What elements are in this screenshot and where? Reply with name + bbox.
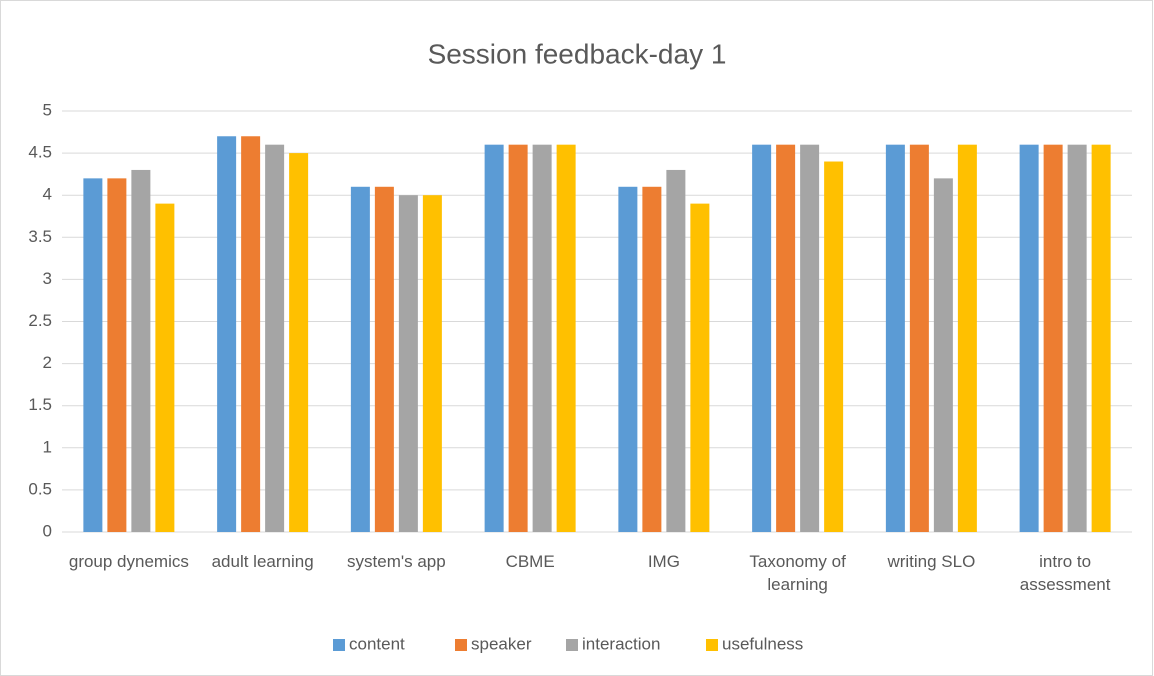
- legend-swatch: [455, 639, 467, 651]
- bar: [107, 178, 127, 533]
- bar: [618, 186, 638, 532]
- legend-swatch: [566, 639, 578, 651]
- bar: [957, 144, 977, 532]
- y-tick-label: 3.5: [28, 227, 52, 246]
- bar: [289, 153, 309, 532]
- bar: [824, 161, 844, 532]
- x-tick-label: system's app: [347, 552, 446, 571]
- x-tick-label: IMG: [647, 552, 680, 571]
- x-tick-label: group dynemics: [68, 552, 189, 571]
- bar: [265, 144, 285, 532]
- y-tick-label: 1: [43, 437, 52, 456]
- bar: [690, 203, 710, 532]
- y-tick-label: 5: [43, 100, 52, 119]
- bar: [131, 169, 151, 532]
- x-tick-label: CBME: [505, 552, 555, 571]
- bar: [241, 136, 261, 532]
- y-tick-label: 2.5: [28, 311, 52, 330]
- legend-swatch: [706, 639, 718, 651]
- y-tick-label: 0: [43, 521, 52, 540]
- x-tick-label: adult learning: [211, 552, 314, 571]
- bar: [532, 144, 552, 532]
- bar: [422, 195, 442, 532]
- bar: [800, 144, 820, 532]
- bar: [1043, 144, 1063, 532]
- x-tick-label: intro to assessment: [1019, 552, 1111, 594]
- bar: [155, 203, 175, 532]
- bar: [642, 186, 662, 532]
- bar: [398, 195, 418, 532]
- bar: [508, 144, 528, 532]
- legend-swatch: [333, 639, 345, 651]
- bar: [374, 186, 394, 532]
- bar: [350, 186, 370, 532]
- bar: [666, 169, 686, 532]
- bar: [556, 144, 576, 532]
- legend-label: usefulness: [722, 634, 803, 653]
- chart-title: Session feedback-day 1: [428, 38, 727, 69]
- bar: [217, 136, 237, 532]
- bar: [484, 144, 504, 532]
- y-tick-label: 2: [43, 353, 52, 372]
- legend-label: content: [349, 634, 405, 653]
- legend-label: speaker: [471, 634, 532, 653]
- bar: [776, 144, 796, 532]
- y-tick-label: 0.5: [28, 479, 52, 498]
- y-tick-label: 3: [43, 269, 52, 288]
- bar: [885, 144, 905, 532]
- bar: [83, 178, 103, 533]
- y-tick-label: 4: [43, 185, 52, 204]
- x-tick-label: Taxonomy of learning: [749, 552, 846, 594]
- y-tick-label: 4.5: [28, 143, 52, 162]
- x-tick-label: writing SLO: [887, 552, 976, 571]
- bar: [1019, 144, 1039, 532]
- legend-label: interaction: [582, 634, 660, 653]
- y-tick-label: 1.5: [28, 395, 52, 414]
- bar: [909, 144, 929, 532]
- bar: [1091, 144, 1111, 532]
- bar: [1067, 144, 1087, 532]
- bar: [752, 144, 772, 532]
- bar: [933, 178, 953, 533]
